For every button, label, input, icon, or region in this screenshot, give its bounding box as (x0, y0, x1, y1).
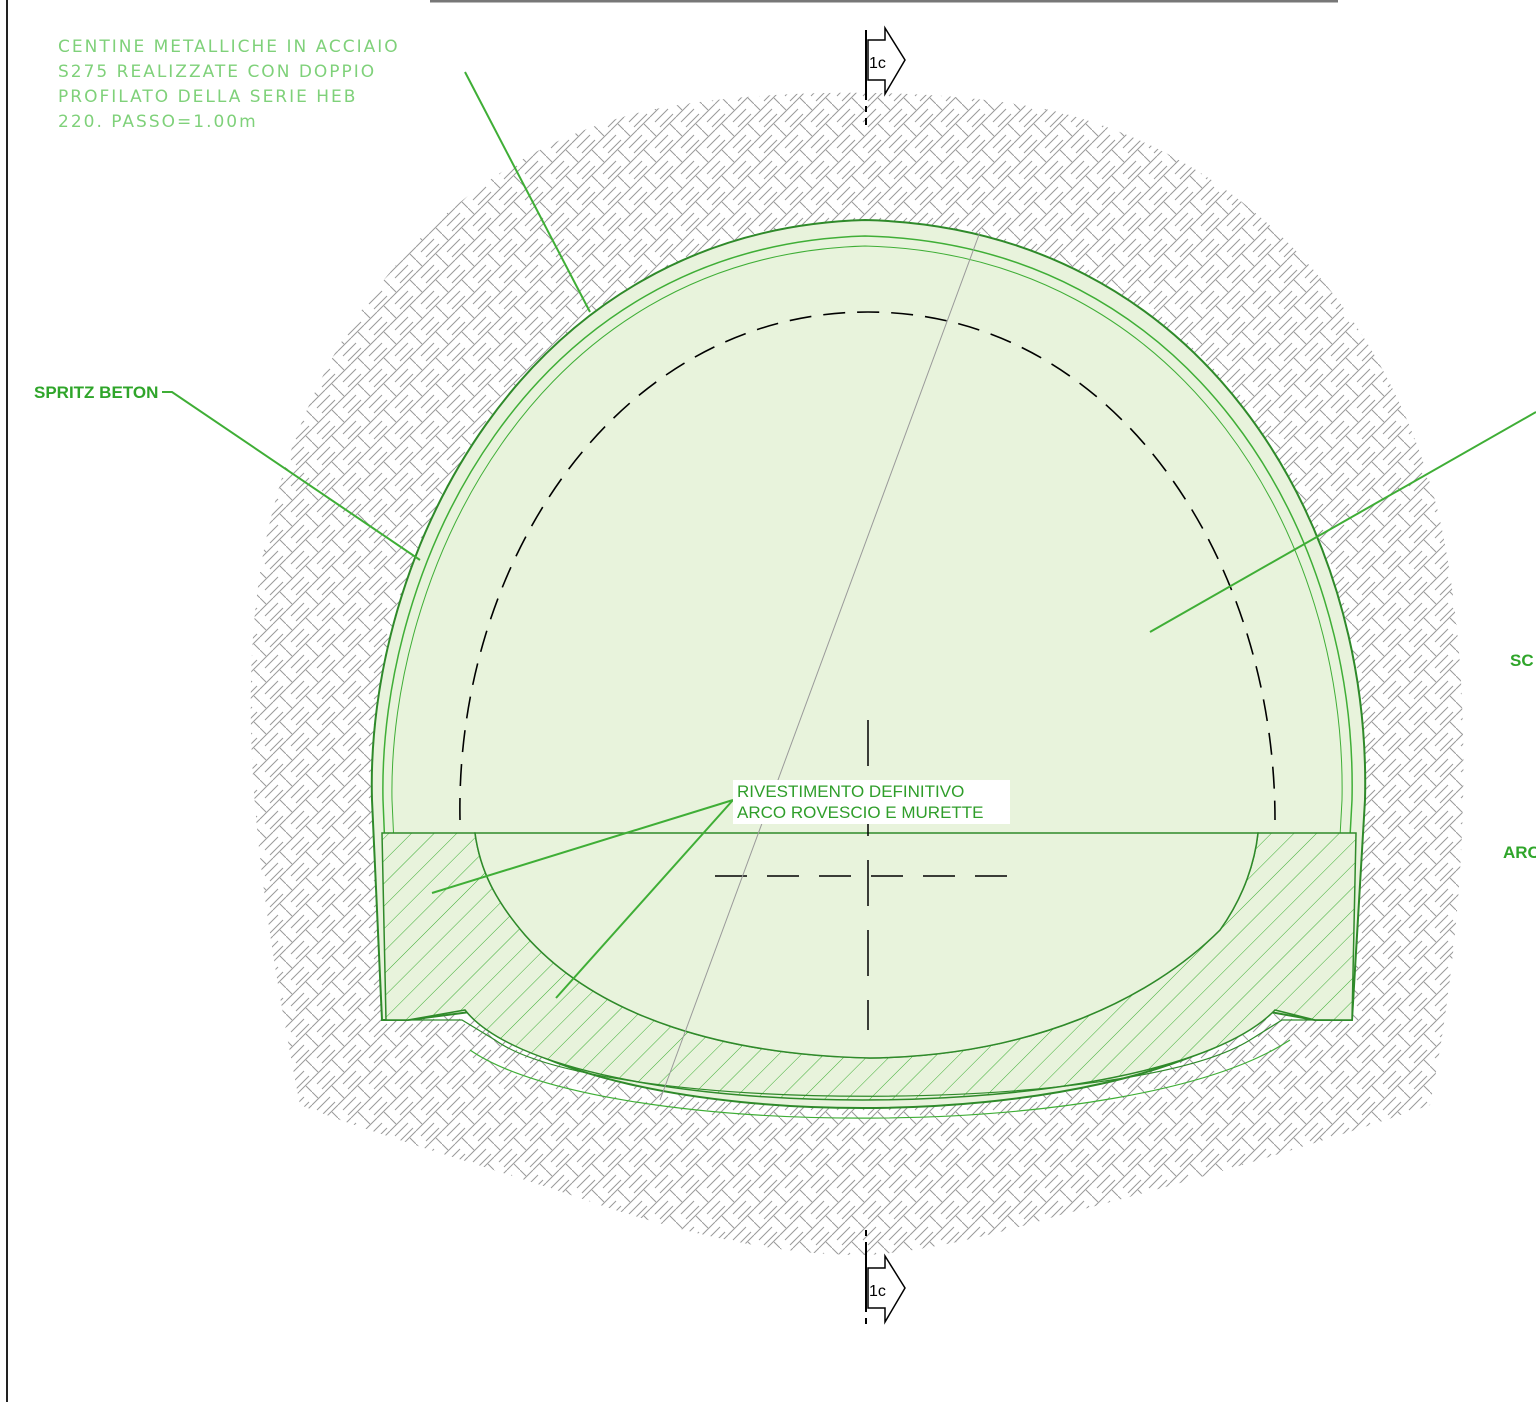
rivestimento-label-line2: ARCO ROVESCIO E MURETTE (737, 803, 984, 822)
right-label-sc: SC (1510, 651, 1534, 670)
rivestimento-label-line1: RIVESTIMENTO DEFINITIVO (737, 782, 964, 801)
spritz-beton-label: SPRITZ BETON (34, 383, 158, 402)
centine-label-line3: PROFILATO DELLA SERIE HEB (58, 87, 357, 107)
centine-label-line1: CENTINE METALLICHE IN ACCIAIO (58, 37, 400, 57)
section-marker-top-label: 1c (869, 55, 886, 72)
section-marker-bottom-label: 1c (869, 1283, 886, 1300)
centine-label-line2: S275 REALIZZATE CON DOPPIO (58, 62, 376, 82)
right-label-arc: ARC (1503, 843, 1536, 862)
centine-label-line4: 220. PASSO=1.00m (58, 112, 258, 132)
